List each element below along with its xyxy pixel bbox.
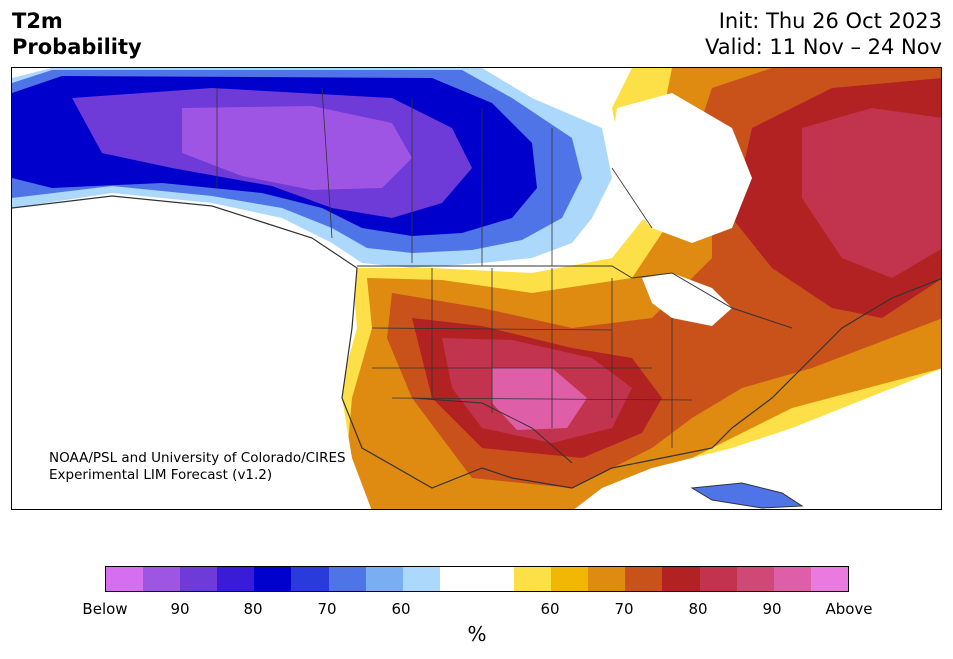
- colorbar-unit: %: [467, 622, 487, 646]
- colorbar-swatch: [143, 567, 181, 591]
- cuba: [690, 482, 804, 509]
- colorbar-tick-label: 90: [170, 600, 190, 618]
- colorbar-tick-label: Above: [825, 600, 873, 618]
- probability-map-svg: [12, 68, 941, 509]
- colorbar-tick-label: Below: [82, 600, 128, 618]
- credit-line-2: Experimental LIM Forecast (v1.2): [49, 467, 273, 483]
- colorbar-tick-label: 80: [243, 600, 263, 618]
- above-normal-strong-contour: [442, 108, 941, 443]
- hudson-bay: [610, 93, 752, 243]
- below-normal-strong-contour: [182, 106, 412, 190]
- colorbar-swatch: [365, 567, 403, 591]
- colorbar-swatch: [736, 567, 774, 591]
- colorbar-swatch: [328, 567, 366, 591]
- map-title: T2m Probability: [12, 8, 142, 60]
- colorbar-swatch: [588, 567, 626, 591]
- state-borders: [371, 268, 693, 448]
- title-line-variable: T2m: [12, 9, 63, 33]
- colorbar-swatch: [439, 567, 477, 591]
- gulf-and-atlantic: [574, 368, 941, 509]
- coastline: [12, 195, 941, 489]
- colorbar-swatch: [217, 567, 255, 591]
- pacific-ocean: [12, 196, 372, 509]
- colorbar-swatch: [625, 567, 663, 591]
- credit-line-1: NOAA/PSL and University of Colorado/CIRE…: [49, 450, 346, 466]
- colorbar-swatch: [291, 567, 329, 591]
- colorbar-tick-label: 90: [762, 600, 782, 618]
- credit-note: NOAA/PSL and University of Colorado/CIRE…: [49, 450, 346, 484]
- title-line-type: Probability: [12, 35, 142, 59]
- colorbar-swatch: [773, 567, 811, 591]
- colorbar-swatch: [254, 567, 292, 591]
- colorbar-swatch: [476, 567, 515, 591]
- forecast-map: [11, 67, 942, 510]
- colorbar-tick-label: 60: [391, 600, 411, 618]
- init-date: Init: Thu 26 Oct 2023: [718, 9, 942, 33]
- canada-us-border: [357, 265, 793, 329]
- colorbar-swatch: [514, 567, 552, 591]
- colorbar-tick-label: 70: [317, 600, 337, 618]
- colorbar-tick-label: 60: [540, 600, 560, 618]
- colorbar-tick-label: 80: [688, 600, 708, 618]
- colorbar-swatch: [699, 567, 737, 591]
- colorbar-tick-label: 70: [614, 600, 634, 618]
- colorbar-swatch: [810, 567, 848, 591]
- colorbar: [105, 566, 849, 592]
- colorbar-swatch: [180, 567, 218, 591]
- colorbar-swatch: [402, 567, 440, 591]
- colorbar-swatch: [662, 567, 700, 591]
- valid-range: Valid: 11 Nov – 24 Nov: [705, 35, 942, 59]
- us-mexico-border: [411, 397, 573, 464]
- great-lakes: [642, 273, 732, 326]
- province-borders: [216, 87, 653, 266]
- colorbar-swatch: [106, 567, 144, 591]
- colorbar-swatch: [551, 567, 589, 591]
- forecast-dates: Init: Thu 26 Oct 2023 Valid: 11 Nov – 24…: [705, 8, 942, 60]
